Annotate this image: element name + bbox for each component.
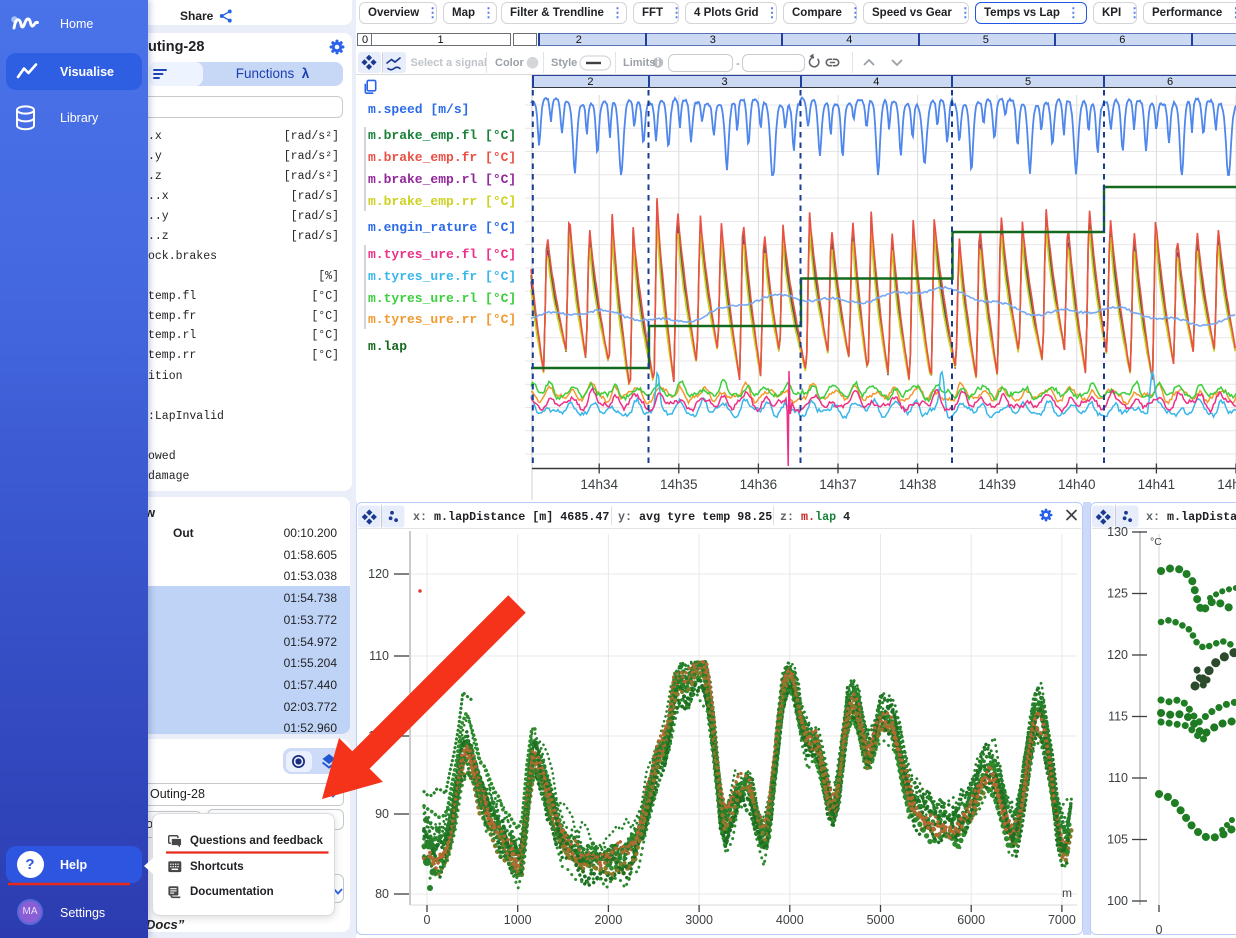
svg-text:14h37: 14h37	[819, 477, 857, 492]
svg-text:°C: °C	[1150, 536, 1162, 548]
svg-text:4000: 4000	[776, 913, 804, 927]
svg-text:125: 125	[1107, 587, 1128, 601]
svg-text:14h41: 14h41	[1138, 477, 1176, 492]
svg-text:3000: 3000	[685, 913, 713, 927]
svg-text:100: 100	[1107, 894, 1128, 908]
svg-text:14h38: 14h38	[899, 477, 937, 492]
svg-text:14h34: 14h34	[580, 477, 618, 492]
svg-text:120: 120	[368, 567, 389, 581]
svg-text:7000: 7000	[1048, 913, 1076, 927]
svg-text:1000: 1000	[504, 913, 532, 927]
svg-text:110: 110	[1108, 771, 1128, 785]
svg-text:14h35: 14h35	[660, 477, 698, 492]
svg-text:130: 130	[1107, 525, 1128, 539]
svg-text:6000: 6000	[957, 913, 985, 927]
svg-text:14h40: 14h40	[1058, 477, 1096, 492]
svg-text:80: 80	[375, 887, 389, 901]
svg-text:0: 0	[1156, 923, 1163, 937]
svg-text:90: 90	[375, 807, 389, 821]
svg-text:14h39: 14h39	[978, 477, 1016, 492]
svg-text:105: 105	[1107, 833, 1128, 847]
svg-text:14h36: 14h36	[740, 477, 778, 492]
svg-text:14h42: 14h42	[1217, 477, 1236, 492]
svg-text:115: 115	[1108, 710, 1128, 724]
svg-text:120: 120	[1107, 648, 1128, 662]
svg-text:m: m	[1062, 886, 1072, 900]
svg-text:5000: 5000	[867, 913, 895, 927]
svg-text:2000: 2000	[594, 913, 622, 927]
svg-text:0: 0	[424, 913, 431, 927]
